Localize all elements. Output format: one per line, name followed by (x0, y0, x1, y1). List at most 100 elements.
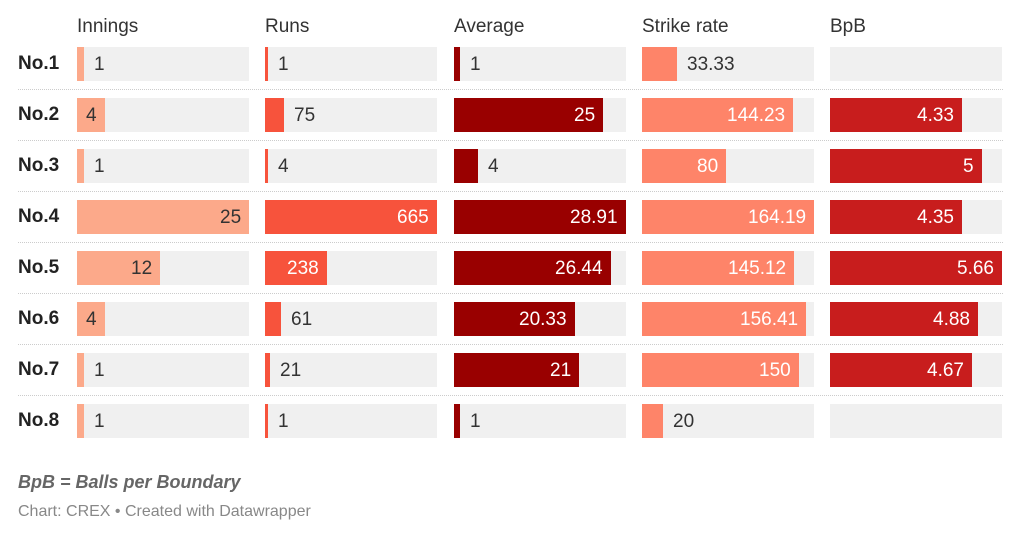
row-label: No.3 (18, 155, 60, 176)
bar (454, 47, 460, 81)
data-label: 144.23 (727, 105, 786, 126)
bar (77, 149, 84, 183)
bar (642, 404, 663, 438)
bar-track (77, 98, 249, 132)
bar (830, 302, 978, 336)
data-label: 665 (397, 207, 429, 228)
data-label: 25 (220, 207, 242, 228)
bar (830, 251, 1002, 285)
data-label: 61 (291, 309, 313, 330)
data-label: 1 (470, 411, 481, 432)
data-label: 238 (287, 258, 319, 279)
bar (830, 200, 962, 234)
data-label: 12 (131, 258, 153, 279)
bar-track (265, 404, 437, 438)
data-label: 1 (278, 411, 289, 432)
bar (454, 251, 611, 285)
row-separator (18, 344, 1003, 345)
data-label: 4 (278, 156, 289, 177)
data-label: 80 (697, 156, 719, 177)
row-separator (18, 293, 1003, 294)
data-label: 4 (86, 105, 97, 126)
bar-track (265, 149, 437, 183)
bar (77, 404, 84, 438)
bar-track (265, 47, 437, 81)
bar (454, 404, 460, 438)
data-label: 20 (673, 411, 695, 432)
bar-track (454, 149, 626, 183)
bar (265, 353, 270, 387)
bar-track (265, 353, 437, 387)
bar (77, 251, 160, 285)
bar (642, 98, 793, 132)
data-label: 4.88 (933, 309, 970, 330)
data-label: 25 (574, 105, 596, 126)
bar-track (454, 404, 626, 438)
data-label: 21 (280, 360, 302, 381)
row-label: No.6 (18, 308, 60, 329)
row-label: No.8 (18, 410, 60, 431)
row-label: No.7 (18, 359, 60, 380)
data-label: 33.33 (687, 54, 735, 75)
bar-track (77, 302, 249, 336)
bar (642, 47, 677, 81)
bar (265, 149, 268, 183)
bar (642, 353, 799, 387)
row-separator (18, 140, 1003, 141)
bar (265, 200, 437, 234)
row-separator (18, 395, 1003, 396)
bar (642, 251, 794, 285)
bar-track (77, 149, 249, 183)
data-label: 20.33 (519, 309, 567, 330)
data-label: 4.33 (917, 105, 954, 126)
bar (642, 200, 814, 234)
column-header: Strike rate (642, 16, 729, 37)
row-separator (18, 242, 1003, 243)
row-label: No.1 (18, 53, 60, 74)
row-label: No.4 (18, 206, 60, 227)
column-header: Innings (77, 16, 139, 37)
bar (77, 47, 84, 81)
data-label: 150 (759, 360, 791, 381)
row-separator (18, 191, 1003, 192)
chart-source: Chart: CREX • Created with Datawrapper (18, 503, 311, 520)
data-label: 164.19 (748, 207, 807, 228)
bar (77, 302, 105, 336)
bar-track (77, 353, 249, 387)
column-header: Runs (265, 16, 310, 37)
bar-track (830, 47, 1002, 81)
column-header: BpB (830, 16, 866, 37)
data-label: 156.41 (740, 309, 799, 330)
bar (830, 149, 982, 183)
bar-track (830, 404, 1002, 438)
data-label: 4 (488, 156, 499, 177)
chart-note: BpB = Balls per Boundary (18, 472, 241, 492)
bar-track (642, 404, 814, 438)
table-chart: Innings Runs Average Strike rate BpB No.1 1 1 1 3… (18, 16, 1003, 438)
row-label: No.2 (18, 104, 60, 125)
bar (265, 404, 268, 438)
bar-track (265, 98, 437, 132)
data-label: 1 (94, 54, 105, 75)
bar-track (77, 47, 249, 81)
data-label: 1 (94, 156, 105, 177)
data-label: 4.67 (927, 360, 964, 381)
bar (77, 353, 84, 387)
bar-track (77, 404, 249, 438)
bar-track (265, 302, 437, 336)
bar (454, 149, 478, 183)
bar (642, 302, 806, 336)
bar (454, 302, 575, 336)
row-label: No.5 (18, 257, 60, 278)
data-label: 75 (294, 105, 316, 126)
bar (265, 302, 281, 336)
data-label: 1 (94, 360, 105, 381)
bar-track (454, 47, 626, 81)
data-label: 28.91 (570, 207, 618, 228)
data-label: 145.12 (728, 258, 787, 279)
data-label: 4 (86, 309, 97, 330)
data-label: 4.35 (917, 207, 954, 228)
bar (454, 353, 579, 387)
data-label: 5.66 (957, 258, 994, 279)
bar (642, 149, 726, 183)
